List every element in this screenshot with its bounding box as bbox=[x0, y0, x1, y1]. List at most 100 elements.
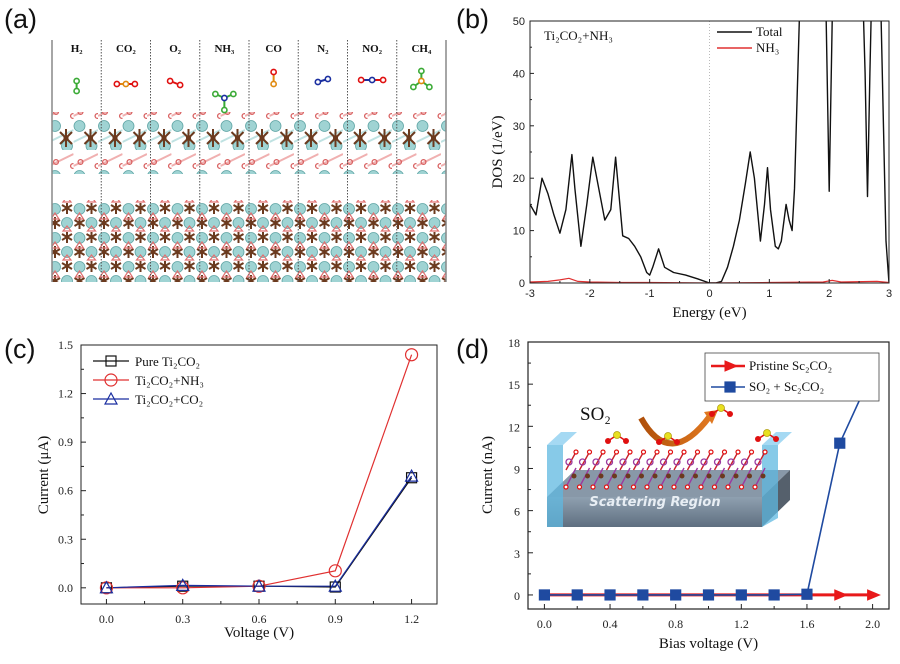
bond bbox=[686, 451, 699, 471]
data-point-0-1 bbox=[177, 580, 189, 592]
atom-C bbox=[417, 77, 425, 85]
data-point-1-10 bbox=[866, 365, 879, 378]
atom-o bbox=[573, 449, 579, 455]
molecule-label-1: CO₂ bbox=[116, 43, 137, 55]
atom-o bbox=[708, 449, 714, 455]
legend-marker-0 bbox=[724, 360, 739, 372]
y-tick-label: 40 bbox=[513, 68, 525, 80]
top-view-slab bbox=[52, 200, 446, 282]
so2-molecule bbox=[605, 431, 629, 444]
bond bbox=[713, 451, 726, 471]
atom-sc bbox=[592, 458, 600, 466]
bond bbox=[713, 467, 726, 488]
bond bbox=[700, 451, 712, 471]
atom-c bbox=[679, 473, 685, 479]
y-axis-title: Current (μA) bbox=[36, 436, 52, 514]
data-point-0-10 bbox=[867, 589, 881, 601]
x-tick-label: 0 bbox=[706, 288, 712, 300]
atom-c bbox=[625, 473, 631, 479]
so2-molecule bbox=[709, 404, 733, 417]
atom-c bbox=[666, 473, 671, 479]
bond bbox=[619, 451, 631, 471]
bond bbox=[619, 467, 631, 488]
atom-sc bbox=[700, 458, 708, 466]
atom-sc bbox=[565, 458, 573, 466]
panel-label-a: (a) bbox=[4, 4, 37, 34]
atom-o bbox=[709, 411, 715, 417]
atom-o bbox=[735, 449, 741, 455]
atom-o bbox=[748, 449, 755, 455]
legend-marker-0 bbox=[105, 355, 117, 367]
bond bbox=[658, 435, 669, 443]
y-tick-label: 1.5 bbox=[58, 338, 73, 352]
molecule-label-3: NH₃ bbox=[214, 43, 235, 55]
atom-o bbox=[671, 484, 677, 490]
y-tick-label: 0.3 bbox=[58, 532, 73, 546]
legend-label-0: Total bbox=[756, 24, 783, 39]
atom-H bbox=[409, 83, 417, 91]
data-point-2-2 bbox=[251, 578, 267, 592]
atom-sc bbox=[727, 458, 735, 466]
atom-o bbox=[654, 449, 660, 455]
molecule-label-7: CH₄ bbox=[411, 43, 432, 55]
x-tick-label: 1.2 bbox=[404, 612, 419, 626]
left-electrode-top bbox=[547, 432, 577, 445]
molecule-label-2: O₂ bbox=[169, 43, 182, 55]
y-tick-label: 10 bbox=[513, 226, 525, 238]
atom-o bbox=[600, 449, 606, 455]
bond bbox=[605, 467, 618, 488]
bond bbox=[754, 451, 766, 471]
x-tick-label: 3 bbox=[886, 288, 892, 300]
legend-label-0: Pure Ti₂CO₂ bbox=[135, 354, 200, 369]
atom-O bbox=[357, 76, 365, 84]
atom-o bbox=[627, 449, 633, 455]
legend-marker-1 bbox=[724, 381, 736, 393]
x-tick-label: 2.0 bbox=[865, 617, 880, 631]
atom-o bbox=[617, 484, 623, 490]
plot-frame bbox=[529, 20, 890, 284]
y-tick-label: 0 bbox=[519, 278, 525, 290]
legend-marker-1 bbox=[104, 373, 118, 387]
y-tick-label: 15 bbox=[508, 378, 520, 392]
bond bbox=[659, 451, 672, 471]
bond bbox=[754, 467, 766, 488]
atom-sc bbox=[659, 458, 668, 466]
bond bbox=[766, 432, 777, 440]
atom-o bbox=[644, 484, 650, 490]
data-point-2-4 bbox=[404, 468, 419, 482]
device-base-top bbox=[547, 470, 790, 497]
left-electrode bbox=[547, 445, 563, 527]
system-annotation: Ti₂CO₂+NH₃ bbox=[544, 28, 613, 43]
x-tick-label: 2 bbox=[826, 288, 832, 300]
atom-C bbox=[270, 80, 278, 88]
atom-o bbox=[684, 484, 691, 490]
atom-c bbox=[747, 473, 752, 479]
atom-s bbox=[613, 431, 621, 439]
side-view-slab bbox=[52, 112, 446, 174]
bond bbox=[592, 451, 604, 471]
y-tick-label: 12 bbox=[508, 420, 520, 434]
atom-o bbox=[773, 436, 779, 442]
data-point-1-3 bbox=[328, 564, 342, 578]
bond bbox=[605, 451, 618, 471]
data-point-1-2 bbox=[604, 589, 616, 601]
atom-o bbox=[721, 449, 728, 455]
bond bbox=[667, 435, 678, 443]
y-tick-label: 30 bbox=[513, 121, 525, 133]
data-point-1-1 bbox=[176, 581, 190, 595]
y-tick-label: 0.6 bbox=[58, 484, 73, 498]
series-line-nh3 bbox=[530, 277, 889, 283]
y-tick-label: 20 bbox=[513, 173, 525, 185]
bond bbox=[646, 451, 658, 471]
atom-H bbox=[425, 83, 433, 91]
atom-O bbox=[131, 80, 139, 88]
x-tick-label: -2 bbox=[585, 288, 595, 300]
atom-o bbox=[725, 484, 731, 490]
device-base-front bbox=[547, 497, 762, 527]
atom-o bbox=[576, 484, 583, 490]
atom-o bbox=[755, 436, 761, 442]
plot-frame bbox=[527, 341, 890, 610]
atom-sc bbox=[673, 458, 681, 466]
legend-label-1: SO₂ + Sc₂CO₂ bbox=[749, 379, 824, 394]
